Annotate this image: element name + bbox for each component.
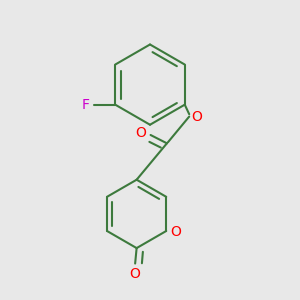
Text: F: F <box>81 98 89 112</box>
Text: O: O <box>135 126 146 140</box>
Text: O: O <box>170 226 181 239</box>
Text: O: O <box>130 266 141 280</box>
Text: O: O <box>192 110 203 124</box>
